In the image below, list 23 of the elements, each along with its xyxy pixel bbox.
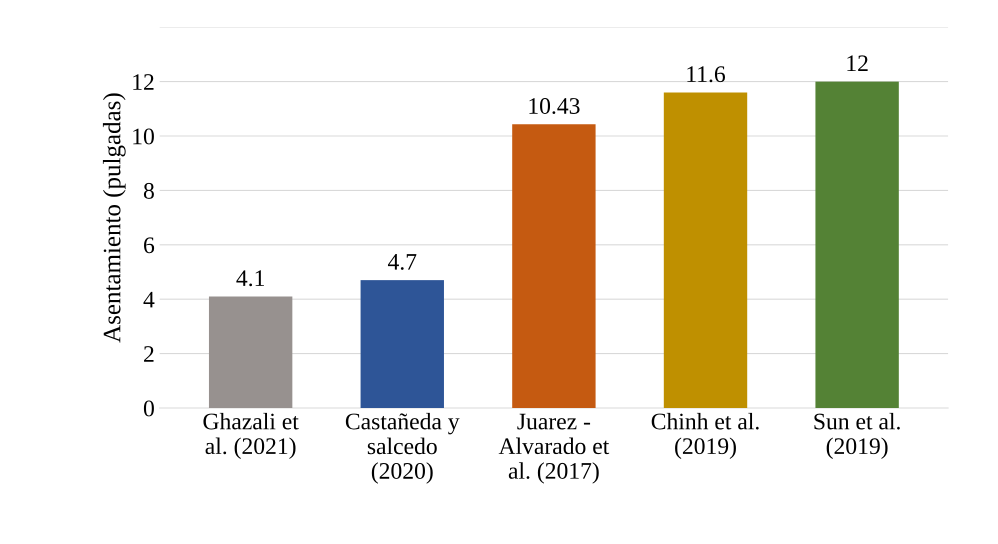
x-tick-label: Juarez - Alvarado et al. (2017) xyxy=(498,414,610,484)
data-label: 10.43 xyxy=(529,98,580,114)
y-tick-label: 6 xyxy=(144,237,154,254)
y-tick-label: 10 xyxy=(133,128,154,144)
x-tick-label: Sun et al. (2019) xyxy=(814,412,900,459)
y-tick-label: 2 xyxy=(144,346,154,362)
y-tick-label: 12 xyxy=(133,74,154,90)
bar xyxy=(360,280,444,408)
x-tick-label: Ghazali et al. (2021) xyxy=(203,412,299,459)
x-tick-label: Chinh et al. (2019) xyxy=(652,412,759,459)
data-label: 11.6 xyxy=(687,66,726,82)
y-tick-label: 8 xyxy=(144,182,154,199)
y-axis-title: Asentamiento (pulgadas) xyxy=(102,93,126,343)
data-label: 4.1 xyxy=(236,270,264,286)
data-label: 4.7 xyxy=(388,254,416,270)
y-tick-label: 0 xyxy=(144,400,154,416)
bar xyxy=(664,92,748,408)
data-label: 12 xyxy=(847,55,868,72)
bar xyxy=(815,82,899,408)
bar xyxy=(512,124,596,408)
bar xyxy=(208,296,292,408)
y-tick-label: 4 xyxy=(143,292,154,308)
x-tick-label: Castañeda y salcedo (2020) xyxy=(346,412,460,484)
